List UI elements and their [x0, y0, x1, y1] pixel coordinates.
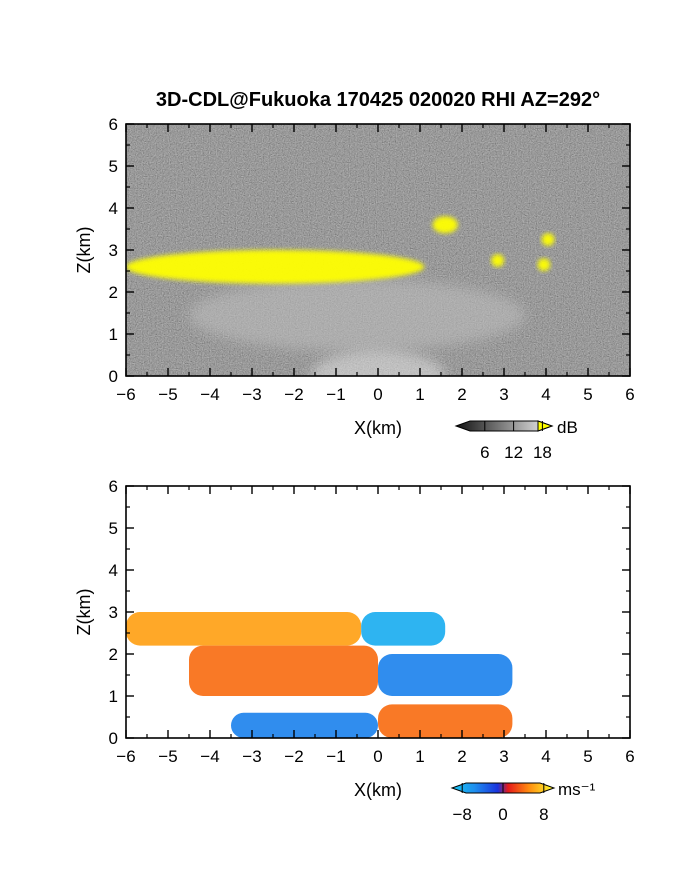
xtick-label: 2 [457, 385, 466, 404]
xtick-label: 6 [625, 747, 634, 766]
xtick-label: −4 [200, 385, 219, 404]
xtick-label: 1 [415, 385, 424, 404]
xtick-label: 3 [499, 747, 508, 766]
ytick-label: 3 [109, 603, 118, 622]
ytick-label: 0 [109, 729, 118, 748]
velocity-regions [126, 612, 513, 738]
colorbar-unit-top: dB [557, 418, 578, 437]
velocity-region [378, 704, 513, 738]
colorbar-tick-label: −8 [453, 805, 472, 824]
colorbar-tick-label: 18 [533, 443, 552, 462]
ytick-label: 3 [109, 241, 118, 260]
xtick-label: −5 [158, 385, 177, 404]
xtick-label: 3 [499, 385, 508, 404]
xtick-label: −5 [158, 747, 177, 766]
colorbar-tick-label: 8 [539, 805, 548, 824]
cloud-echo [491, 254, 505, 267]
cloud-echo [126, 249, 425, 284]
xtick-label: 1 [415, 747, 424, 766]
ytick-label: 2 [109, 645, 118, 664]
ytick-label: 0 [109, 367, 118, 386]
velocity-region [189, 645, 378, 696]
xtick-label: −3 [242, 385, 261, 404]
ylabel-top: Z(km) [74, 227, 94, 274]
xtick-label: 0 [373, 385, 382, 404]
ytick-label: 1 [109, 687, 118, 706]
colorbar-unit-bottom: ms⁻¹ [558, 780, 596, 799]
ytick-label: 6 [109, 477, 118, 496]
cloud-echo [537, 258, 551, 272]
velocity-region [361, 612, 446, 646]
ytick-label: 2 [109, 283, 118, 302]
velocity-panel: −6 −5 −4 −3 −2 −1 0 1 2 3 4 5 6 0 1 2 3 4 5 6 Z(km) X(km) m… [74, 477, 635, 824]
colorbar-tick-label: 6 [480, 443, 489, 462]
reflectivity-layers [126, 216, 555, 376]
xtick-label: 5 [583, 747, 592, 766]
xtick-label: −2 [284, 747, 303, 766]
xtick-label: 4 [541, 747, 550, 766]
ytick-label: 6 [109, 115, 118, 134]
xtick-label: −3 [242, 747, 261, 766]
xtick-label: 5 [583, 385, 592, 404]
figure-title: 3D-CDL@Fukuoka 170425 020020 RHI AZ=292° [156, 89, 600, 111]
velocity-region [231, 712, 378, 738]
xlabel-top: X(km) [354, 418, 402, 438]
xtick-label: −2 [284, 385, 303, 404]
velocity-region [126, 612, 362, 646]
xtick-label: 6 [625, 385, 634, 404]
colorbar-saturation-marker [537, 420, 554, 432]
xtick-label: −4 [200, 747, 219, 766]
ytick-label: 5 [109, 157, 118, 176]
xtick-label: −6 [116, 747, 135, 766]
ytick-label: 4 [109, 199, 118, 218]
xtick-label: −1 [326, 385, 345, 404]
near-field-echo [310, 350, 446, 376]
ytick-label: 1 [109, 325, 118, 344]
colorbar-tick-label: 12 [504, 443, 523, 462]
xtick-label: 2 [457, 747, 466, 766]
velocity-region [378, 654, 513, 696]
aerosol-layer [189, 279, 525, 351]
colorbar-top: dB 6 12 18 [454, 418, 578, 462]
xtick-label: 0 [373, 747, 382, 766]
colorbar-tick-label: 0 [498, 805, 507, 824]
cloud-echo [432, 216, 458, 234]
xtick-label: −6 [116, 385, 135, 404]
cloud-echo [541, 233, 555, 246]
colorbar-bottom: ms⁻¹ −8 0 8 [450, 780, 596, 824]
xtick-label: −1 [326, 747, 345, 766]
ylabel-bottom: Z(km) [74, 589, 94, 636]
ytick-label: 4 [109, 561, 118, 580]
ytick-label: 5 [109, 519, 118, 538]
xtick-label: 4 [541, 385, 550, 404]
xlabel-bottom: X(km) [354, 780, 402, 800]
